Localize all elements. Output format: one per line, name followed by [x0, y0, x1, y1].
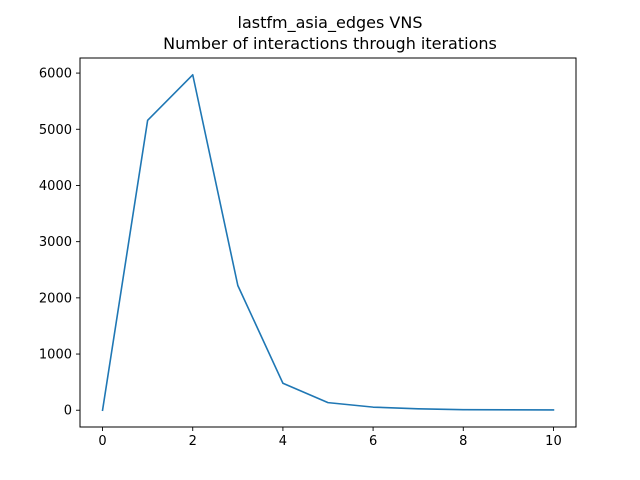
y-tick-label-0: 0 [64, 404, 72, 419]
y-tick-label-2000: 2000 [39, 291, 72, 306]
x-tick-label-10: 10 [545, 434, 562, 449]
x-axis-ticks: 0 2 4 6 8 10 [98, 427, 562, 449]
series-line-0 [101, 73, 555, 412]
chart-title-line-2: Number of interactions through iteration… [163, 34, 497, 53]
y-tick-label-6000: 6000 [39, 67, 72, 82]
plot-area: 0 2 4 6 8 10 0 1000 2000 3000 4000 5000 6000 [39, 57, 577, 449]
x-tick-label-6: 6 [369, 434, 377, 449]
x-tick-label-0: 0 [98, 434, 106, 449]
x-tick-label-8: 8 [459, 434, 467, 449]
y-tick-label-3000: 3000 [39, 235, 72, 250]
y-axis-ticks: 0 1000 2000 3000 4000 5000 6000 [39, 67, 80, 419]
chart-title-line-1: lastfm_asia_edges VNS [238, 13, 423, 33]
x-tick-label-4: 4 [279, 434, 287, 449]
y-tick-label-4000: 4000 [39, 179, 72, 194]
x-tick-label-2: 2 [189, 434, 197, 449]
y-tick-label-1000: 1000 [39, 348, 72, 363]
y-tick-label-5000: 5000 [39, 123, 72, 138]
axes-frame [79, 57, 577, 428]
series-layer [101, 73, 555, 412]
